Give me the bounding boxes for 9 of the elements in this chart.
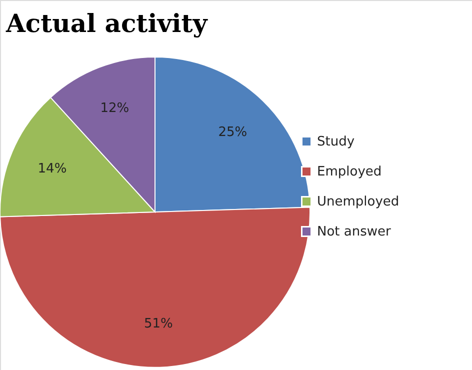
chart-title: Actual activity	[5, 9, 209, 38]
data-label: 25%	[218, 124, 248, 140]
data-label: 51%	[144, 316, 173, 332]
data-label: 12%	[100, 100, 130, 116]
legend-label: Not answer	[317, 224, 392, 240]
legend-label: Employed	[317, 164, 382, 180]
legend-label: Study	[317, 134, 355, 150]
legend-label: Unemployed	[317, 194, 400, 210]
data-label: 14%	[38, 162, 67, 176]
